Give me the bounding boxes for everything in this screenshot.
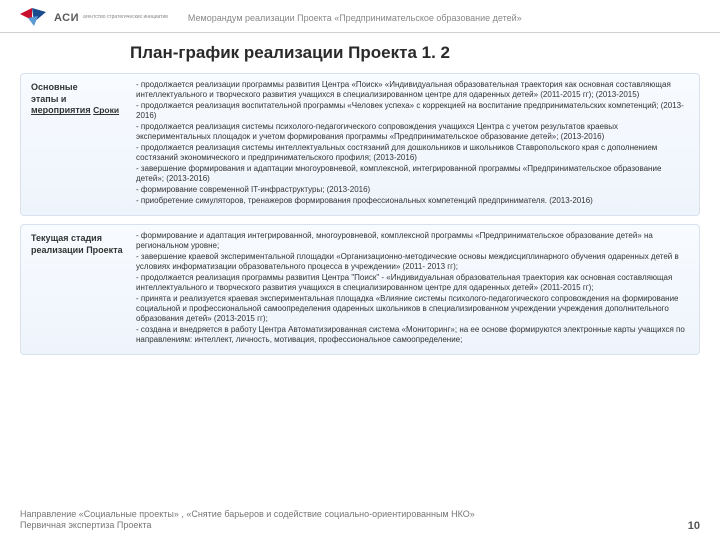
label-line: мероприятия Сроки [31,105,136,117]
header: АСИ агентство стратегических инициатив М… [0,0,720,33]
block-stages-label: Основные этапы и мероприятия Сроки [31,80,136,207]
page-title: План-график реализации Проекта 1. 2 [0,33,720,73]
footer-line1: Направление «Социальные проекты» , «Снят… [20,509,475,521]
block-current-body: - формирование и адаптация интегрированн… [136,231,689,346]
page-number: 10 [688,520,700,532]
footer-line2: Первичная экспертиза Проекта [20,520,475,532]
content: Основные этапы и мероприятия Сроки - про… [0,73,720,355]
footer-text: Направление «Социальные проекты» , «Снят… [20,509,475,532]
logo-subtitle: агентство стратегических инициатив [83,15,168,21]
logo: АСИ агентство стратегических инициатив [20,8,168,28]
logo-icon [20,8,48,28]
label-line: Основные [31,82,136,94]
block-current-stage: Текущая стадия реализации Проекта - форм… [20,224,700,355]
block-stages: Основные этапы и мероприятия Сроки - про… [20,73,700,216]
label-line: этапы и [31,94,136,106]
block-current-label: Текущая стадия реализации Проекта [31,231,136,346]
memo-text: Меморандум реализации Проекта «Предприни… [188,13,522,23]
logo-text: АСИ [54,12,79,24]
block-stages-body: - продолжается реализации программы разв… [136,80,689,207]
footer: Направление «Социальные проекты» , «Снят… [20,509,700,532]
